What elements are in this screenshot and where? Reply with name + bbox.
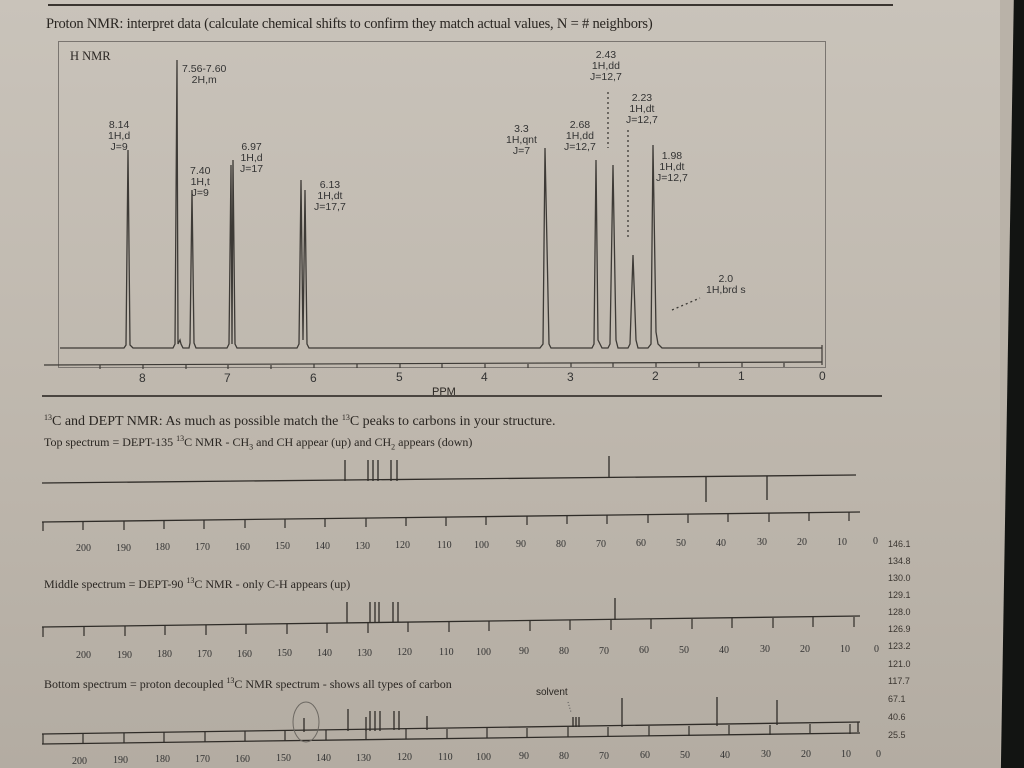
shift-value: 123.2 (888, 641, 911, 651)
section-divider (42, 395, 882, 397)
shift-value: 130.0 (888, 573, 911, 583)
circled-peak-annotation (292, 701, 320, 743)
h-nmr-label: H NMR (70, 49, 111, 63)
shift-value: 146.1 (888, 539, 911, 549)
ppm-tick: 4 (481, 370, 488, 384)
shift-value: 134.8 (888, 556, 911, 566)
solvent-label: solvent (536, 687, 568, 698)
peak-label-7-56: 7.56-7.60 2H,m (182, 63, 227, 86)
ppm-tick: 2 (652, 369, 659, 383)
shift-value: 67.1 (888, 694, 906, 704)
peak-label-2-43: 2.43 1H,dd J=12,7 (590, 49, 622, 83)
ppm-tick: 0 (819, 369, 826, 383)
ppm-tick: 5 (396, 370, 403, 384)
worksheet-page (0, 0, 1000, 768)
shift-value: 128.0 (888, 607, 911, 617)
shift-value: 25.5 (888, 730, 906, 740)
ppm-tick: 3 (567, 370, 574, 384)
shift-value: 121.0 (888, 659, 911, 669)
peak-label-3-3: 3.3 1H,qnt J=7 (506, 123, 537, 157)
ppm-tick: 7 (224, 371, 231, 385)
top-rule (48, 4, 893, 6)
shift-value: 126.9 (888, 624, 911, 634)
dept135-label: Top spectrum = DEPT-135 13C NMR - CH3 an… (44, 434, 473, 452)
peak-label-7-40: 7.40 1H,t J=9 (190, 165, 211, 199)
peak-label-8-14: 8.14 1H,d J=9 (108, 119, 131, 153)
peak-label-2-23: 2.23 1H,dt J=12,7 (626, 92, 658, 126)
c13-heading: 13C and DEPT NMR: As much as possible ma… (44, 413, 556, 429)
shift-value: 129.1 (888, 590, 911, 600)
peak-label-2-0: 2.0 1H,brd s (706, 273, 746, 296)
dept90-label: Middle spectrum = DEPT-90 13C NMR - only… (44, 576, 351, 591)
decoupled-label: Bottom spectrum = proton decoupled 13C N… (44, 676, 452, 691)
shift-value: 117.7 (888, 676, 910, 686)
peak-label-2-68: 2.68 1H,dd J=12,7 (564, 119, 596, 153)
ppm-tick: 8 (139, 371, 146, 385)
page-title: Proton NMR: interpret data (calculate ch… (46, 16, 653, 32)
peak-label-6-13: 6.13 1H,dt J=17,7 (314, 179, 346, 213)
shift-value: 40.6 (888, 712, 906, 722)
peak-label-1-98: 1.98 1H,dt J=12,7 (656, 150, 688, 184)
ppm-tick: 1 (738, 369, 745, 383)
peak-label-6-97: 6.97 1H,d J=17 (240, 141, 264, 175)
ppm-tick: 6 (310, 371, 317, 385)
